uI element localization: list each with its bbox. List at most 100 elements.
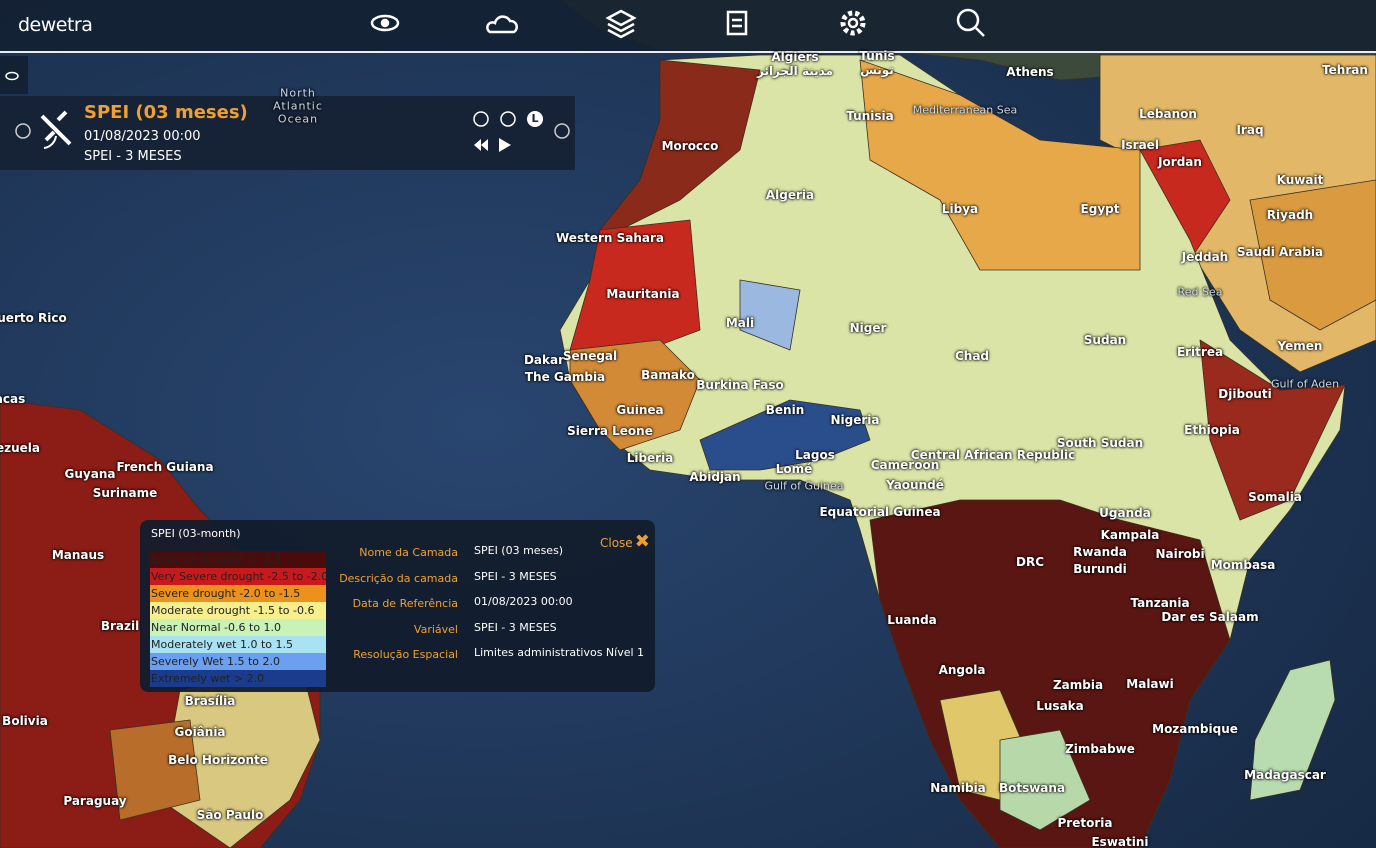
map-label: Tanzania [1130,596,1190,610]
map-label: Western Sahara [556,231,664,245]
map-label: Zimbabwe [1065,742,1135,756]
map-label: Liberia [626,451,674,465]
logo[interactable]: dewetra [18,14,93,36]
panel-icons [15,110,570,152]
info-key: Nome da Camada [359,546,458,559]
map-label: Benin [765,403,805,417]
close-button[interactable]: Close ✖ [600,531,650,552]
map-label: Rwanda [1073,545,1127,559]
toggle-panel[interactable] [0,56,28,94]
info-value: SPEI - 3 MESES [474,569,557,583]
map-label: Morocco [661,139,719,153]
brazil-mid [109,719,201,821]
map-label: Brasília [184,694,236,708]
map-label: Goiânia [174,725,226,739]
info-key: Resolução Espacial [353,648,458,661]
arabia-east [1249,179,1376,331]
map-label: Saudi Arabia [1236,245,1324,259]
gulf-wet [699,399,871,471]
map-label: Malawi [1126,677,1174,691]
legend-button[interactable]: L [527,111,543,127]
globe-search-icon[interactable] [956,8,985,37]
west-africa [569,339,701,451]
map-label: Somalia [1248,490,1302,504]
settings-icon[interactable] [840,10,866,36]
map-label: French Guiana [116,460,214,474]
map-label: Yaoundé [886,478,944,492]
map-label: Mauritania [606,287,680,301]
map-label: Lagos [795,448,835,462]
close-icon[interactable]: ✖ [634,531,650,552]
document-icon[interactable] [726,10,748,36]
info-key: Data de Referência [352,597,458,610]
map-label: North Atlantic Ocean [273,86,323,126]
eye-icon[interactable] [370,14,400,32]
map-label: Algeria [765,188,815,202]
map-label: acas [0,392,26,406]
toolbar-icons [370,8,985,39]
satellite-icon [40,110,72,149]
map-label: Jeddah [1181,250,1229,264]
map-label: Sudan [1083,333,1127,347]
map-label: Lusaka [1036,699,1084,713]
map-label: Namibia [930,781,986,795]
map-label: Yemen [1277,339,1323,353]
map-label: Mombasa [1210,558,1276,572]
legend: Extreme drought < -2.5 Very Severe drough… [150,551,326,687]
legend-popup: SPEI (03-month) Close ✖ Extreme drought <… [140,520,655,692]
map-label: Paraguay [63,794,127,808]
layer-subtitle: SPEI - 3 MESES [84,149,182,164]
time-button[interactable] [473,111,489,127]
layers-icon[interactable] [605,9,637,39]
legend-entry: Severely Wet 1.5 to 2.0 [150,653,326,670]
map-label: Kampala [1100,528,1160,542]
map-label: Lomé [775,462,813,476]
map-label: The Gambia [524,370,606,384]
map-label: South Sudan [1056,436,1144,450]
map-label: Cameroon [870,458,940,472]
madagascar [1249,659,1336,801]
legend-entry: Severe drought -2.0 to -1.5 [150,585,326,602]
map-label: Central African Republic [910,448,1076,462]
rewind-button[interactable] [474,139,488,151]
delete-button[interactable] [15,123,31,139]
info-value: SPEI (03 meses) [474,544,564,557]
map-label: Mediterranean Sea [912,103,1018,117]
map-label: Bamako [641,368,695,382]
legend-entry: Moderately wet 1.0 to 1.5 [150,636,326,653]
map-label: Djibouti [1218,387,1272,401]
map-label: Tunis [859,49,895,63]
map-label: Gulf of Guinea [764,479,844,493]
map-label: Red Sea [1177,285,1223,299]
layer-panel: SPEI (03 meses) 01/08/2023 00:00 SPEI - … [0,96,575,170]
map-label: Senegal [562,349,618,363]
legend-entry: Moderate drought -1.5 to -0.6 [150,602,326,619]
map-label: Jordan [1158,155,1202,169]
info-value: SPEI - 3 MESES [474,620,557,634]
north-africa [859,59,1141,271]
map-label: Tunisia [846,109,894,123]
layer-date: 01/08/2023 00:00 [84,129,201,144]
map-label: Egypt [1080,202,1120,216]
map-label: Luanda [887,613,937,627]
map-label: Athens [1006,65,1054,79]
info-button[interactable] [554,123,570,139]
southern-green [999,729,1091,831]
close-text[interactable]: Close [600,536,633,550]
weather-icon[interactable] [486,15,518,34]
legend-title: SPEI (03-month) [151,527,241,540]
map-label: Suriname [92,486,158,500]
map-label: Nigeria [830,413,880,427]
map-label: Dar es Salaam [1161,610,1259,624]
map-label: Burundi [1073,562,1127,576]
map-label: DRC [1015,555,1045,569]
play-button[interactable] [499,138,511,152]
map-label: Nairobi [1155,547,1205,561]
zoom-button[interactable] [500,111,516,127]
map-label: Chad [954,349,990,363]
legend-entry: Very Severe drought -2.5 to -2.0 [150,568,326,585]
map-label: Equatorial Guinea [819,505,941,519]
map-label: Riyadh [1266,208,1314,222]
top-toolbar: dewetra [0,0,1376,53]
